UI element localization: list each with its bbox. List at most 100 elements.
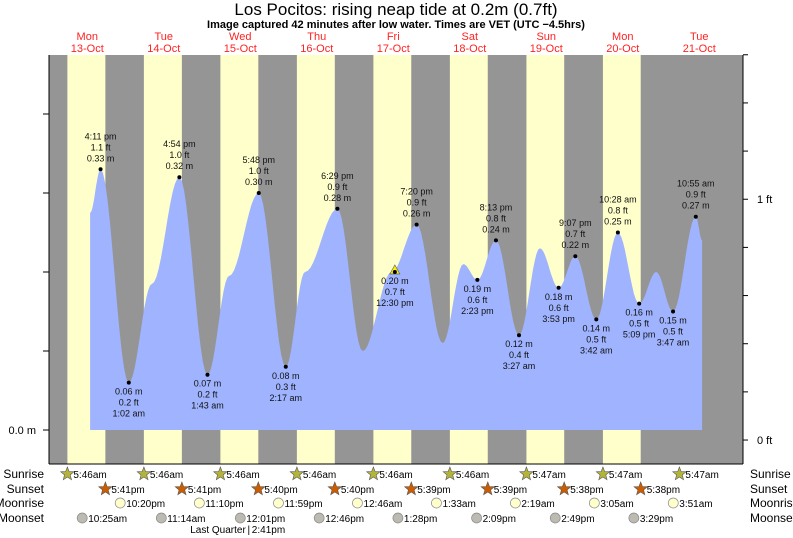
tide-ft: 0.2 ft (197, 390, 218, 400)
tide-time: 7:20 pm (400, 187, 433, 197)
chart-subtitle: Image captured 42 minutes after low wate… (207, 19, 585, 31)
event-time: 1:28pm (404, 514, 437, 525)
event-time: 3:51am (679, 499, 712, 510)
event-time: 5:46am (303, 470, 336, 481)
low-tide-marker: 0.15 m0.5 ft3:47 am (657, 309, 689, 348)
event-time: 5:39pm (417, 485, 450, 496)
tide-point (414, 222, 419, 227)
tide-time: 1:43 am (191, 401, 224, 411)
row-label-right: Sunrise (750, 467, 791, 481)
tide-time: 2:17 am (270, 393, 303, 403)
tide-time: 8:13 pm (480, 202, 513, 212)
day-date-label: 13-Oct (71, 43, 104, 55)
high-tide-marker: 5:48 pm1.0 ft0.30 m (242, 155, 275, 195)
low-tide-marker: 0.08 m0.3 ft2:17 am (270, 364, 303, 403)
event-time: 5:47am (685, 470, 718, 481)
tide-ft: 0.6 ft (549, 303, 570, 313)
tide-area (90, 169, 703, 431)
tide-point (205, 372, 210, 377)
tide-m: 0.28 m (324, 193, 352, 203)
tide-m: 0.22 m (562, 240, 590, 250)
right-axis-label: 0 ft (757, 435, 772, 447)
moonrise-event: 11:10pm (193, 497, 244, 510)
event-time: 10:25am (88, 514, 127, 525)
chart-title: Los Pocitos: rising neap tide at 0.2m (0… (234, 0, 557, 19)
sunset-event: 5:38pm (556, 481, 604, 496)
sunrise-star-icon (289, 466, 305, 481)
event-time: 5:41pm (188, 485, 221, 496)
tide-point (335, 206, 340, 211)
low-tide-marker: 0.06 m0.2 ft1:02 am (113, 380, 146, 419)
event-time: 2:49pm (561, 514, 594, 525)
tide-point (475, 277, 480, 282)
tide-time: 3:27 am (503, 361, 536, 371)
tide-m: 0.12 m (505, 339, 533, 349)
tide-time: 4:54 pm (163, 139, 196, 149)
row-label-left: Moonrise (0, 496, 44, 510)
event-time: 5:40pm (341, 485, 374, 496)
sunset-star-icon (403, 481, 419, 496)
sunset-event: 5:39pm (480, 481, 527, 496)
tide-ft: 0.2 ft (119, 398, 140, 408)
moonset-event: 2:09pm (471, 512, 516, 525)
tide-point (98, 167, 103, 172)
sunset-event: 5:41pm (97, 481, 145, 496)
tide-ft: 1.0 ft (169, 150, 190, 160)
day-name-label: Wed (229, 31, 251, 43)
sunrise-event: 5:46am (289, 466, 336, 481)
tide-point (516, 333, 521, 338)
tide-m: 0.32 m (166, 161, 194, 171)
moonset-icon (155, 512, 167, 524)
event-time: 5:46am (73, 470, 106, 481)
tide-m: 0.33 m (87, 153, 115, 163)
event-time: 3:29pm (640, 514, 673, 525)
event-time: 2:19am (521, 499, 554, 510)
moon-phase-time: 2:41pm (252, 525, 285, 536)
sunrise-star-icon (136, 466, 152, 481)
moonrise-event: 12:46am (352, 497, 402, 510)
tide-extremes: 4:11 pm1.1 ft0.33 m 0.06 m0.2 ft1:02 am 4:… (85, 131, 715, 418)
sunrise-event: 5:46am (136, 466, 183, 481)
tide-ft: 0.4 ft (509, 350, 530, 360)
tide-m: 0.20 m (381, 276, 409, 286)
tide-ft: 0.7 ft (565, 229, 586, 239)
event-time: 12:46am (363, 499, 402, 510)
tide-m: 0.19 m (464, 284, 492, 294)
row-label-right: Sunset (750, 482, 788, 496)
event-time: 5:40pm (264, 485, 297, 496)
tide-time: 4:11 pm (85, 131, 117, 141)
event-time: 5:47am (532, 470, 565, 481)
sunset-event: 5:40pm (250, 481, 298, 496)
tide-ft: 0.5 ft (629, 319, 650, 329)
tide-time: 1:02 am (113, 409, 146, 419)
tide-m: 0.15 m (659, 316, 687, 326)
moonset-event: 12:01pm (234, 512, 285, 525)
high-tide-marker: 9:07 pm0.7 ft0.22 m (559, 218, 592, 259)
moonrise-icon (588, 497, 600, 509)
tide-time: 9:07 pm (559, 218, 592, 228)
sunrise-event: 5:47am (671, 466, 719, 481)
tide-point (573, 254, 578, 259)
low-tide-marker: 0.12 m0.4 ft3:27 am (503, 333, 536, 371)
moonset-icon (234, 512, 246, 524)
tide-time: 10:55 am (677, 179, 715, 189)
moon-phase-separator: | (247, 525, 250, 536)
event-time: 11:59pm (284, 499, 322, 510)
sunset-star-icon (97, 481, 113, 496)
row-label-right: Moonrise (750, 496, 793, 510)
event-time: 11:10pm (205, 499, 243, 510)
sunset-star-icon (174, 481, 190, 496)
tide-ft: 0.6 ft (467, 295, 488, 305)
sunset-star-icon (250, 481, 266, 496)
moonrise-icon (114, 497, 126, 509)
tide-m: 0.08 m (272, 371, 300, 381)
high-tide-marker: 4:11 pm1.1 ft0.33 m (85, 131, 117, 172)
day-labels: Mon13-OctTue14-OctWed15-OctThu16-OctFri1… (71, 31, 716, 55)
day-name-label: Mon (612, 31, 633, 43)
tide-time: 3:42 am (580, 345, 613, 355)
tide-ft: 0.8 ft (608, 206, 629, 216)
day-name-label: Mon (77, 31, 98, 43)
tide-ft: 0.5 ft (586, 334, 607, 344)
tide-time: 3:53 pm (542, 314, 575, 324)
